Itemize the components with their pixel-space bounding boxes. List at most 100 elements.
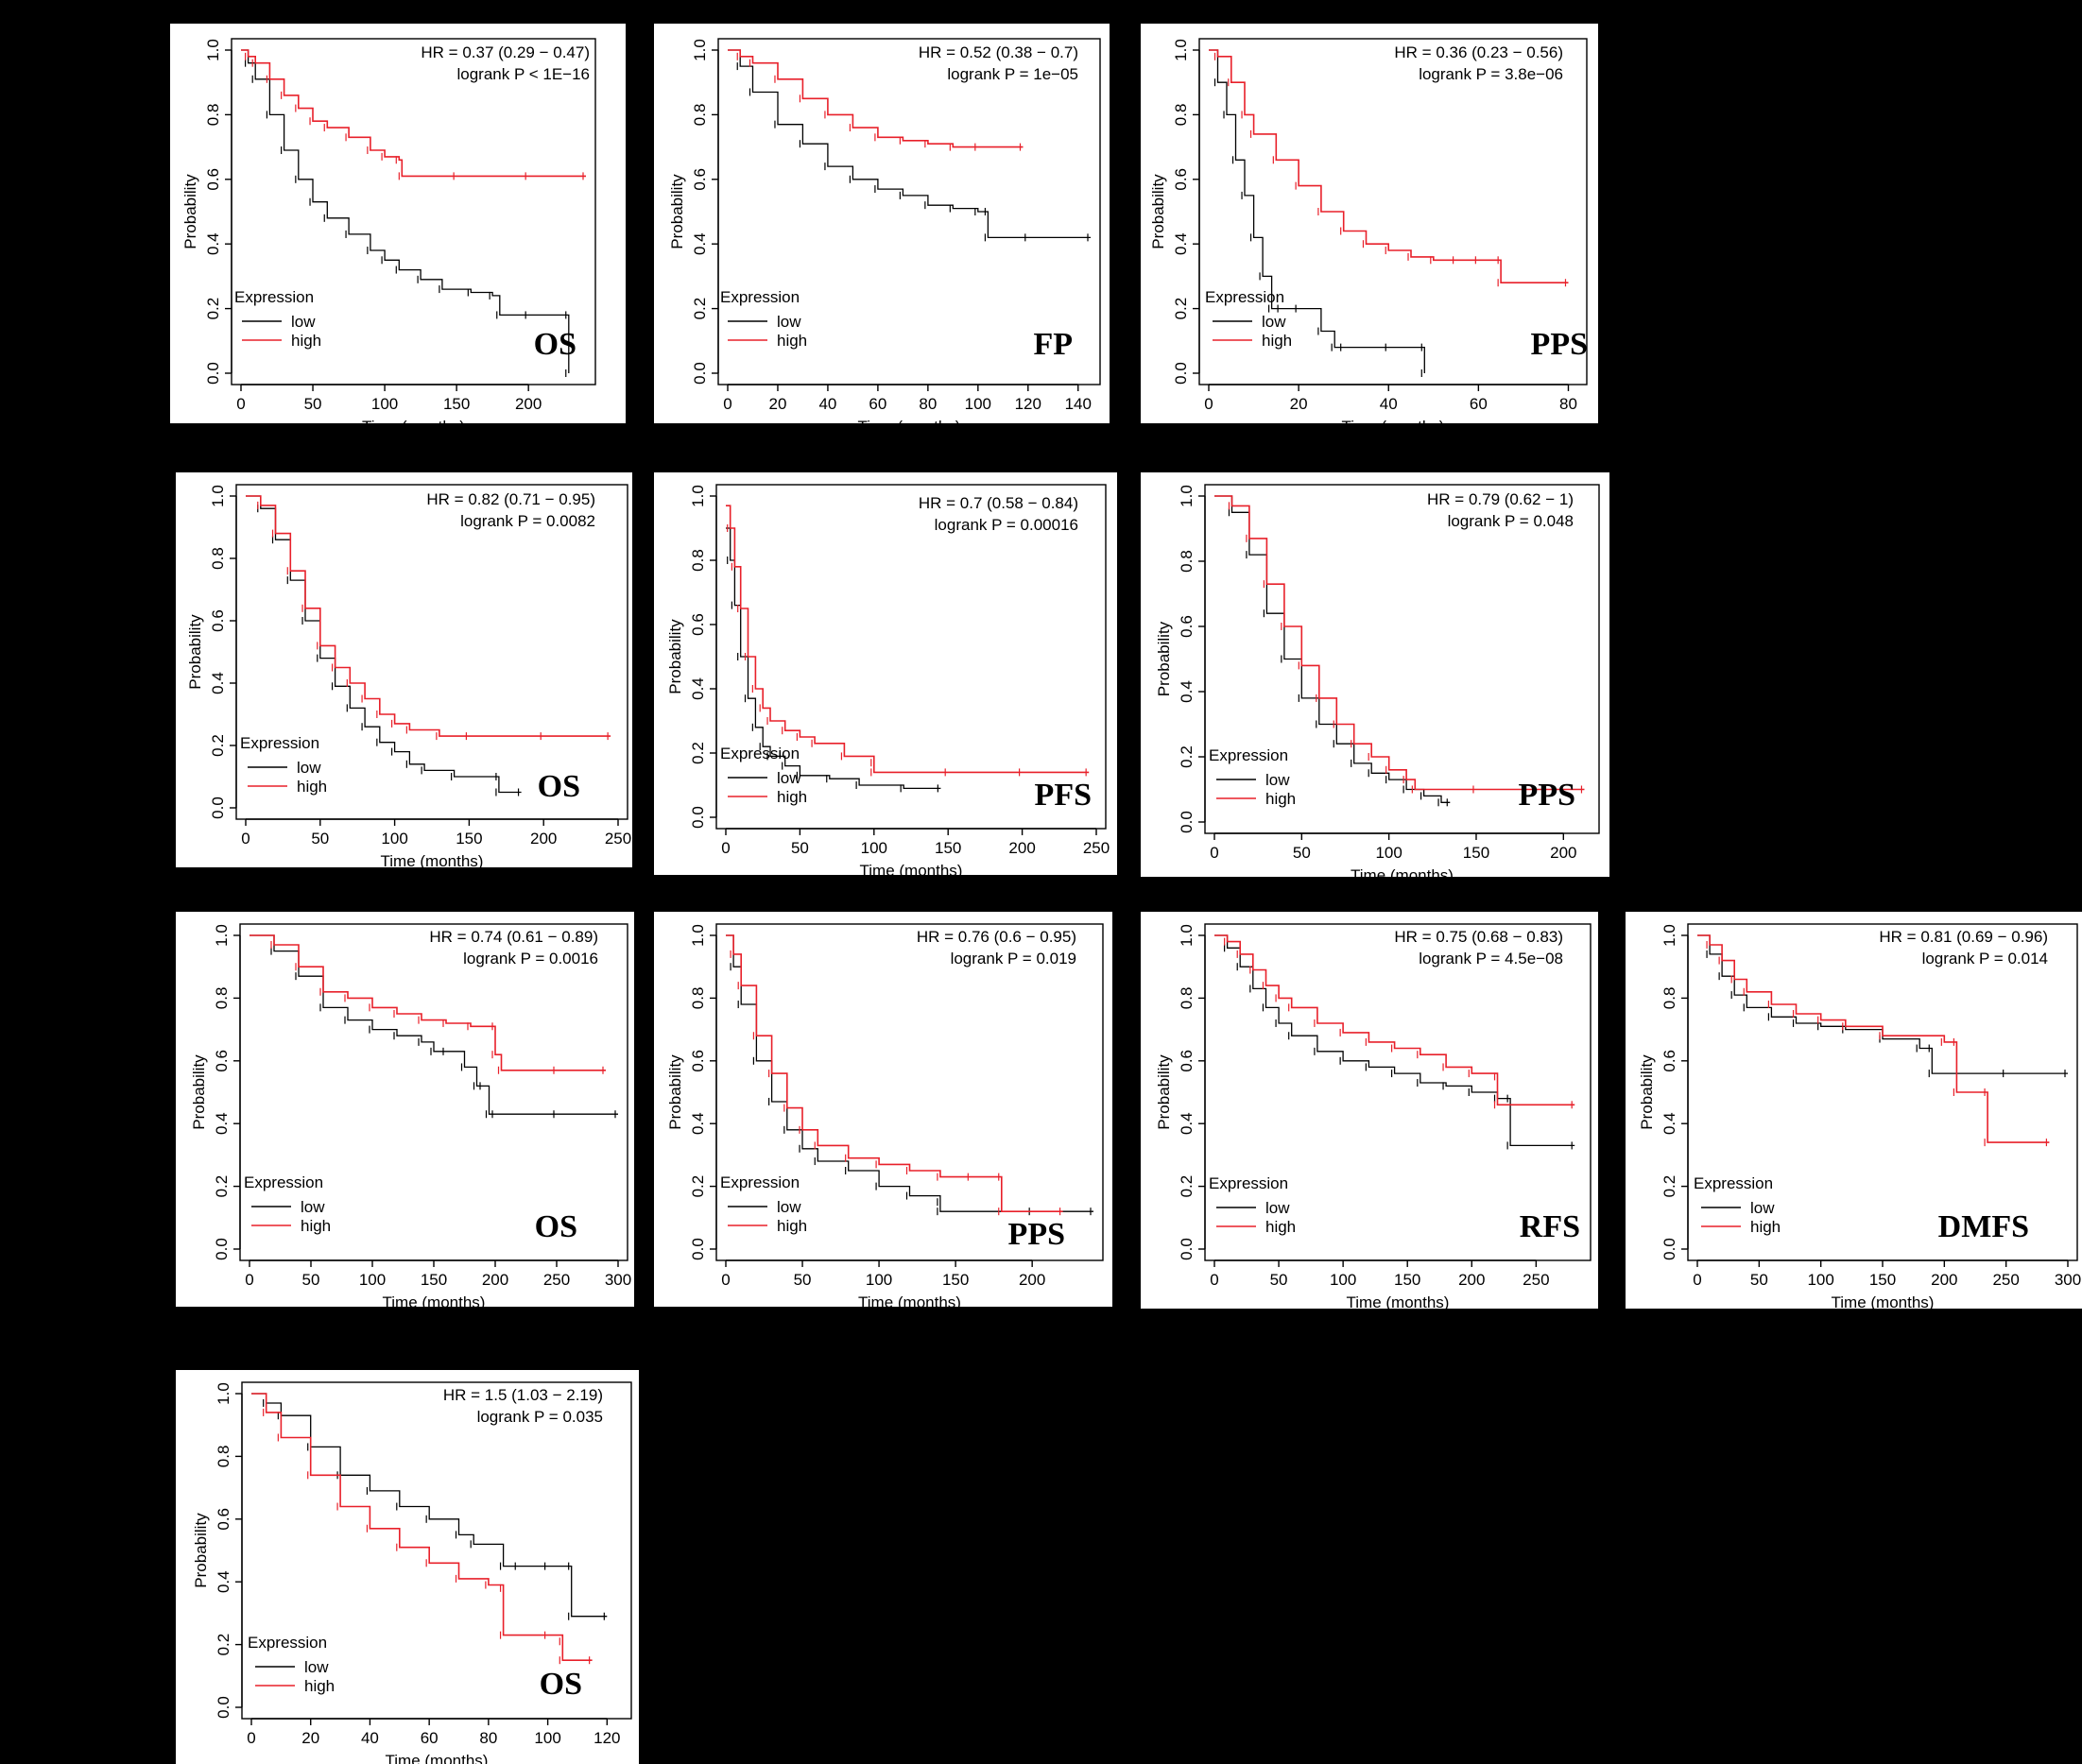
x-tick-label: 250 xyxy=(1523,1271,1549,1289)
x-tick-label: 0 xyxy=(245,1271,253,1289)
x-tick-label: 50 xyxy=(302,1271,320,1289)
logrank-p-annotation: logrank P = 0.014 xyxy=(1922,950,2048,968)
y-tick-label: 0.8 xyxy=(1178,987,1196,1010)
endpoint-label: FP xyxy=(1033,327,1073,362)
x-tick-label: 300 xyxy=(2055,1271,2081,1289)
y-tick-label: 1.0 xyxy=(209,485,227,507)
legend-title: Expression xyxy=(244,1173,323,1191)
logrank-p-annotation: logrank P = 4.5e−08 xyxy=(1419,950,1563,968)
legend-title: Expression xyxy=(234,288,314,306)
x-tick-label: 40 xyxy=(361,1729,379,1747)
x-tick-label: 50 xyxy=(1270,1271,1288,1289)
x-tick-label: 100 xyxy=(861,839,887,857)
x-axis-label: Time (months) xyxy=(381,852,484,867)
logrank-p-annotation: logrank P = 0.035 xyxy=(477,1408,603,1426)
x-axis-label: Time (months) xyxy=(362,418,465,423)
legend-label-low: low xyxy=(1265,771,1290,789)
x-axis-label: Time (months) xyxy=(1347,1293,1450,1309)
x-tick-label: 200 xyxy=(515,395,542,413)
curve-high xyxy=(726,934,1063,1212)
y-axis-label: Probability xyxy=(666,619,684,694)
y-tick-label: 0.2 xyxy=(1178,1175,1196,1198)
km-panel-4: 0 50 100 150 200 250 Time (months) 0.0 0.2 0.4 0.6… xyxy=(176,472,632,867)
y-tick-label: 0.8 xyxy=(204,104,222,127)
x-tick-label: 40 xyxy=(1380,395,1398,413)
y-tick-label: 0.2 xyxy=(689,1175,707,1198)
plot-frame xyxy=(715,923,1104,1261)
km-panel-10: 0 50 100 150 200 250 300 Time (months) 0.0 0.2 0.4… xyxy=(1626,912,2082,1309)
y-tick-label: 0.4 xyxy=(209,672,227,694)
x-tick-label: 0 xyxy=(1210,1271,1218,1289)
curve-high xyxy=(241,49,586,178)
plot-frame xyxy=(1198,38,1588,385)
logrank-p-annotation: logrank P = 0.0082 xyxy=(460,512,595,530)
y-tick-label: 0.0 xyxy=(213,1238,231,1260)
legend-label-high: high xyxy=(1265,790,1296,808)
y-tick-label: 0.8 xyxy=(689,549,707,572)
km-panel-11: 0 20 40 60 80 100 120 Time (months) 0.0 0.2 0.4 0.6… xyxy=(176,1370,639,1764)
km-panel-3: 0 20 40 60 80 Time (months) 0.0 0.2 0.4 0.6 0.8 1.0… xyxy=(1141,24,1598,423)
legend-title: Expression xyxy=(1209,1174,1288,1192)
y-tick-label: 0.2 xyxy=(1172,298,1190,320)
km-plot-8: 0 50 100 150 200 Time (months) 0.0 0.2 0.4 0.6 0.8… xyxy=(666,923,1104,1307)
y-tick-label: 1.0 xyxy=(691,39,709,61)
x-tick-label: 60 xyxy=(869,395,886,413)
x-tick-label: 50 xyxy=(1293,844,1311,862)
legend-title: Expression xyxy=(720,745,800,762)
y-tick-label: 0.0 xyxy=(1178,1238,1196,1260)
y-tick-label: 0.2 xyxy=(689,742,707,764)
legend-title: Expression xyxy=(720,288,800,306)
y-tick-label: 0.6 xyxy=(689,613,707,636)
legend-title: Expression xyxy=(1209,746,1288,764)
legend-title: Expression xyxy=(1205,288,1284,306)
y-tick-label: 0.0 xyxy=(1178,811,1196,833)
curve-low xyxy=(249,934,618,1115)
x-tick-label: 150 xyxy=(456,830,482,848)
legend-title: Expression xyxy=(240,734,319,752)
curve-high xyxy=(726,505,1090,774)
endpoint-label: PPS xyxy=(1531,327,1588,362)
legend-label-low: low xyxy=(1750,1199,1775,1217)
x-tick-label: 200 xyxy=(1008,839,1035,857)
logrank-p-annotation: logrank P = 0.019 xyxy=(951,950,1076,968)
endpoint-label: OS xyxy=(535,1209,577,1244)
logrank-p-annotation: logrank P = 1e−05 xyxy=(947,65,1078,83)
x-tick-label: 0 xyxy=(236,395,245,413)
km-plot-1: 0 50 100 150 200 Time (months) 0.0 0.2 0.4 0.6 0.8… xyxy=(181,38,596,423)
y-tick-label: 0.0 xyxy=(691,362,709,385)
legend-label-high: high xyxy=(304,1677,335,1695)
x-tick-label: 150 xyxy=(1869,1271,1896,1289)
x-tick-label: 200 xyxy=(1550,844,1576,862)
legend-label-high: high xyxy=(1262,332,1292,350)
x-tick-label: 150 xyxy=(942,1271,969,1289)
y-tick-label: 0.2 xyxy=(1178,745,1196,768)
x-axis-label: Time (months) xyxy=(860,862,963,875)
legend-label-low: low xyxy=(777,313,801,331)
x-tick-label: 120 xyxy=(594,1729,620,1747)
y-axis-label: Probability xyxy=(186,614,204,690)
y-tick-label: 0.2 xyxy=(213,1175,231,1198)
endpoint-label: RFS xyxy=(1520,1209,1580,1244)
x-tick-label: 150 xyxy=(1394,1271,1420,1289)
endpoint-label: PPS xyxy=(1008,1217,1065,1252)
x-axis-label: Time (months) xyxy=(858,1293,961,1307)
hr-annotation: HR = 0.75 (0.68 − 0.83) xyxy=(1394,928,1563,946)
x-tick-label: 200 xyxy=(482,1271,508,1289)
km-plot-9: 0 50 100 150 200 250 Time (months) 0.0 0.2 0.4 0.6… xyxy=(1155,923,1592,1309)
x-tick-label: 150 xyxy=(421,1271,447,1289)
curve-low xyxy=(1697,934,2068,1074)
x-tick-label: 150 xyxy=(443,395,470,413)
curve-low xyxy=(241,49,570,373)
y-tick-label: 1.0 xyxy=(213,924,231,947)
x-tick-label: 100 xyxy=(1330,1271,1356,1289)
y-tick-label: 0.4 xyxy=(204,232,222,255)
y-axis-label: Probability xyxy=(1155,1054,1173,1130)
y-axis-label: Probability xyxy=(181,174,199,249)
x-tick-label: 300 xyxy=(605,1271,631,1289)
y-tick-label: 0.0 xyxy=(209,796,227,819)
y-tick-label: 1.0 xyxy=(1660,924,1678,947)
y-tick-label: 0.0 xyxy=(1172,362,1190,385)
hr-annotation: HR = 0.79 (0.62 − 1) xyxy=(1427,490,1574,508)
hr-annotation: HR = 0.7 (0.58 − 0.84) xyxy=(919,494,1078,512)
x-tick-label: 50 xyxy=(794,1271,812,1289)
